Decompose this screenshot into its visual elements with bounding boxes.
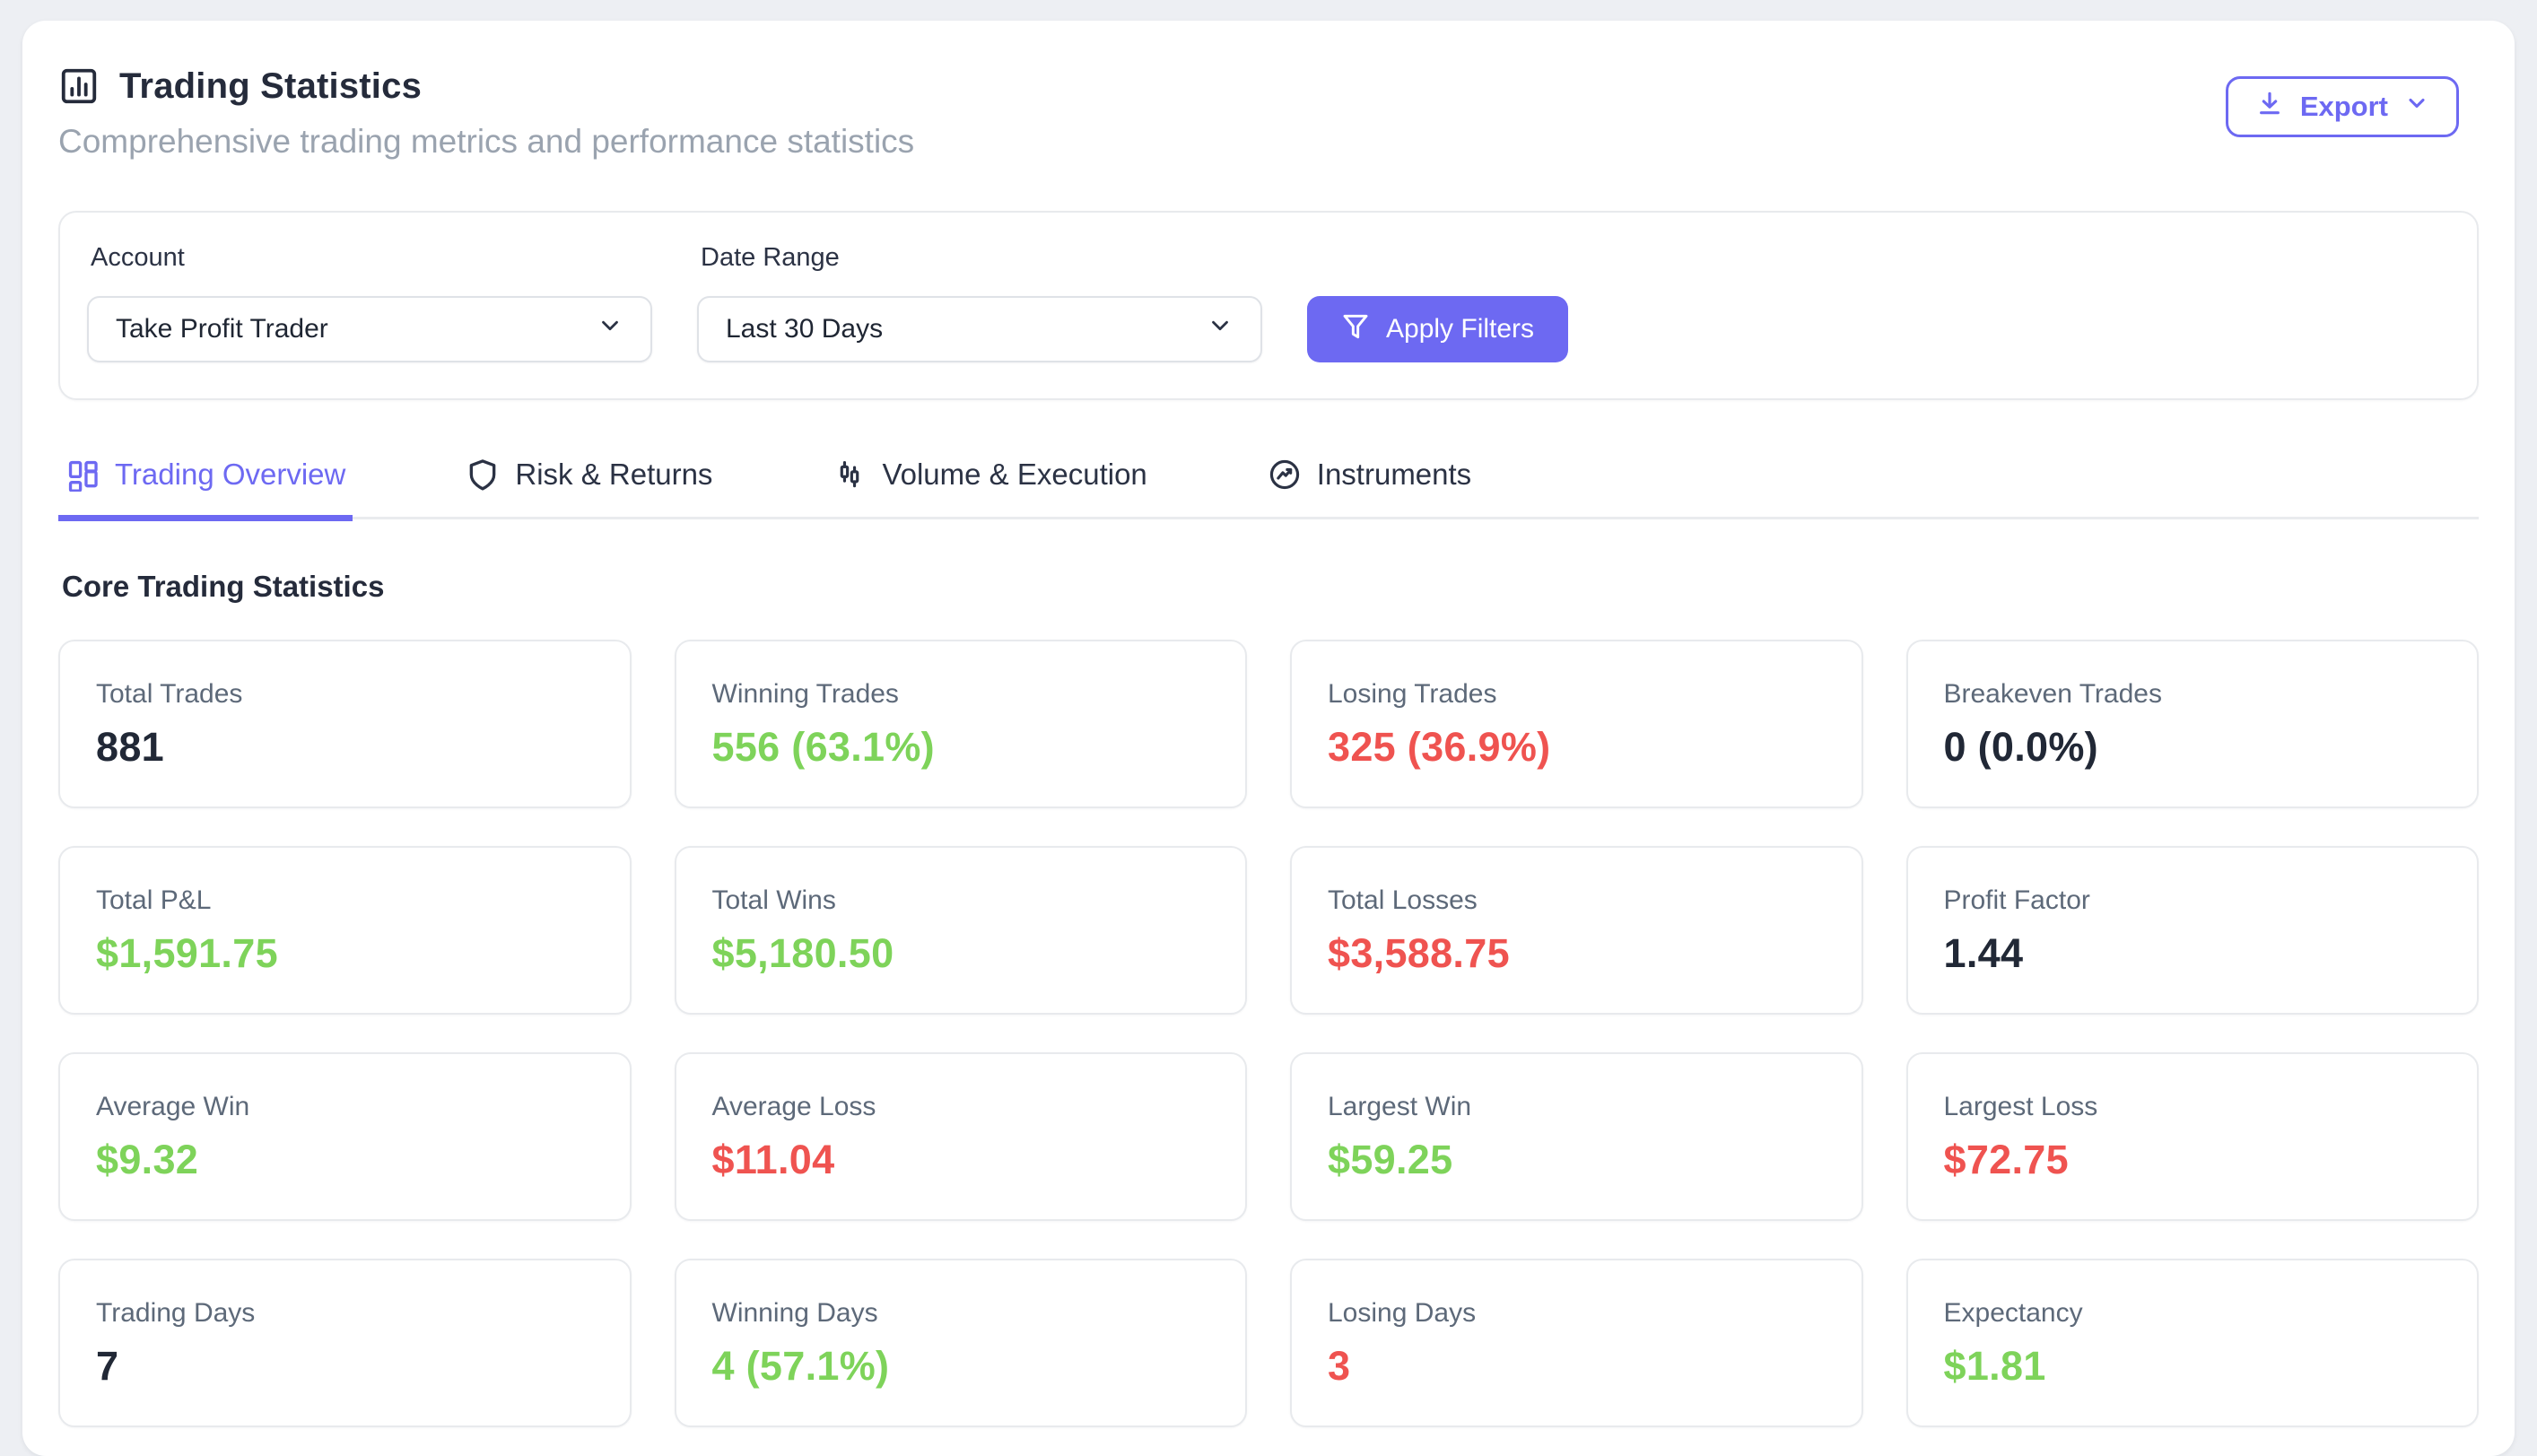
export-button-label: Export (2299, 91, 2388, 122)
chevron-down-icon (597, 312, 623, 346)
stat-value: 325 (36.9%) (1328, 724, 1551, 770)
stat-card-profit-factor: Profit Factor 1.44 (1905, 846, 2479, 1015)
stat-label: Total Trades (96, 679, 243, 709)
stat-value: 1.44 (1943, 930, 2024, 976)
stat-card-average-win: Average Win $9.32 (58, 1052, 632, 1221)
filter-funnel-icon (1341, 311, 1370, 347)
stat-card-winning-trades: Winning Trades 556 (63.1%) (674, 640, 1247, 808)
tab-trading-overview[interactable]: Trading Overview (58, 452, 353, 521)
filter-panel: Account Take Profit Trader Date Range La… (58, 211, 2479, 400)
stat-card-total-p-l: Total P&L $1,591.75 (58, 846, 632, 1015)
stat-value: 7 (96, 1343, 119, 1389)
download-icon (2255, 89, 2284, 125)
stat-label: Losing Trades (1328, 679, 1497, 709)
stat-label: Winning Trades (711, 679, 899, 709)
candlestick-chart-icon (833, 458, 867, 492)
stat-label: Largest Loss (1943, 1092, 2098, 1121)
stat-label: Expectancy (1943, 1298, 2083, 1328)
stat-card-largest-loss: Largest Loss $72.75 (1905, 1052, 2479, 1221)
stat-card-winning-days: Winning Days 4 (57.1%) (674, 1259, 1247, 1427)
account-label: Account (91, 243, 185, 272)
page-subtitle: Comprehensive trading metrics and perfor… (58, 123, 915, 160)
stat-value: $1.81 (1943, 1343, 2046, 1389)
stat-card-losing-trades: Losing Trades 325 (36.9%) (1290, 640, 1863, 808)
chevron-down-icon (1207, 312, 1234, 346)
header-titles: Trading Statistics Comprehensive trading… (58, 65, 914, 161)
date-range-select-value: Last 30 Days (726, 314, 884, 344)
stat-value: $11.04 (711, 1137, 835, 1182)
tab-label: Instruments (1316, 458, 1472, 491)
stat-label: Breakeven Trades (1943, 679, 2162, 709)
stat-card-expectancy: Expectancy $1.81 (1905, 1259, 2479, 1427)
tab-risk-returns[interactable]: Risk & Returns (458, 452, 719, 521)
stat-value: $59.25 (1328, 1137, 1453, 1182)
tab-instruments[interactable]: Instruments (1260, 452, 1478, 521)
stat-label: Average Win (96, 1092, 250, 1121)
account-select-value: Take Profit Trader (116, 314, 328, 344)
stat-label: Average Loss (711, 1092, 876, 1121)
stat-label: Largest Win (1328, 1092, 1472, 1121)
bar-chart-square-icon (58, 65, 100, 107)
date-range-filter-field: Date Range Last 30 Days (697, 243, 1262, 362)
trending-up-circle-icon (1268, 458, 1302, 492)
account-filter-field: Account Take Profit Trader (87, 243, 652, 362)
stat-card-total-trades: Total Trades 881 (58, 640, 632, 808)
stat-label: Losing Days (1328, 1298, 1477, 1328)
stat-value: 3 (1328, 1343, 1351, 1389)
stat-label: Winning Days (711, 1298, 878, 1328)
stat-card-average-loss: Average Loss $11.04 (674, 1052, 1247, 1221)
stats-grid: Total Trades 881 Winning Trades 556 (63.1%)… (58, 640, 2479, 1427)
stat-label: Trading Days (96, 1298, 256, 1328)
stat-value: $5,180.50 (711, 930, 894, 976)
tab-label: Risk & Returns (515, 458, 713, 491)
account-select[interactable]: Take Profit Trader (87, 296, 652, 362)
chevron-down-icon (2404, 91, 2429, 123)
date-range-label: Date Range (701, 243, 840, 272)
stat-value: 881 (96, 724, 164, 770)
stat-card-losing-days: Losing Days 3 (1290, 1259, 1863, 1427)
tab-label: Trading Overview (115, 458, 346, 491)
section-heading: Core Trading Statistics (62, 570, 385, 603)
header: Trading Statistics Comprehensive trading… (58, 65, 2479, 161)
stat-value: 556 (63.1%) (711, 724, 935, 770)
stat-card-breakeven-trades: Breakeven Trades 0 (0.0%) (1905, 640, 2479, 808)
stat-value: $9.32 (96, 1137, 199, 1182)
stat-value: $3,588.75 (1328, 930, 1510, 976)
stat-label: Profit Factor (1943, 885, 2090, 915)
stat-card-trading-days: Trading Days 7 (58, 1259, 632, 1427)
stat-card-total-losses: Total Losses $3,588.75 (1290, 846, 1863, 1015)
layout-dashboard-icon (65, 458, 100, 492)
export-button[interactable]: Export (2225, 76, 2459, 137)
stat-label: Total Losses (1328, 885, 1478, 915)
date-range-select[interactable]: Last 30 Days (697, 296, 1262, 362)
stat-value: $1,591.75 (96, 930, 278, 976)
tab-label: Volume & Execution (882, 458, 1147, 491)
stat-card-total-wins: Total Wins $5,180.50 (674, 846, 1247, 1015)
apply-filters-button[interactable]: Apply Filters (1307, 296, 1569, 362)
trading-statistics-panel: Trading Statistics Comprehensive trading… (22, 21, 2515, 1456)
stat-label: Total Wins (711, 885, 836, 915)
stat-value: $72.75 (1943, 1137, 2069, 1182)
stat-value: 4 (57.1%) (711, 1343, 890, 1389)
tab-volume-execution[interactable]: Volume & Execution (825, 452, 1154, 521)
stat-value: 0 (0.0%) (1943, 724, 2098, 770)
stat-label: Total P&L (96, 885, 212, 915)
shield-icon (466, 458, 500, 492)
apply-filters-label: Apply Filters (1386, 314, 1535, 344)
page-title: Trading Statistics (119, 65, 423, 106)
tab-bar: Trading Overview Risk & Returns Volume & E… (58, 452, 2479, 521)
stat-card-largest-win: Largest Win $59.25 (1290, 1052, 1863, 1221)
